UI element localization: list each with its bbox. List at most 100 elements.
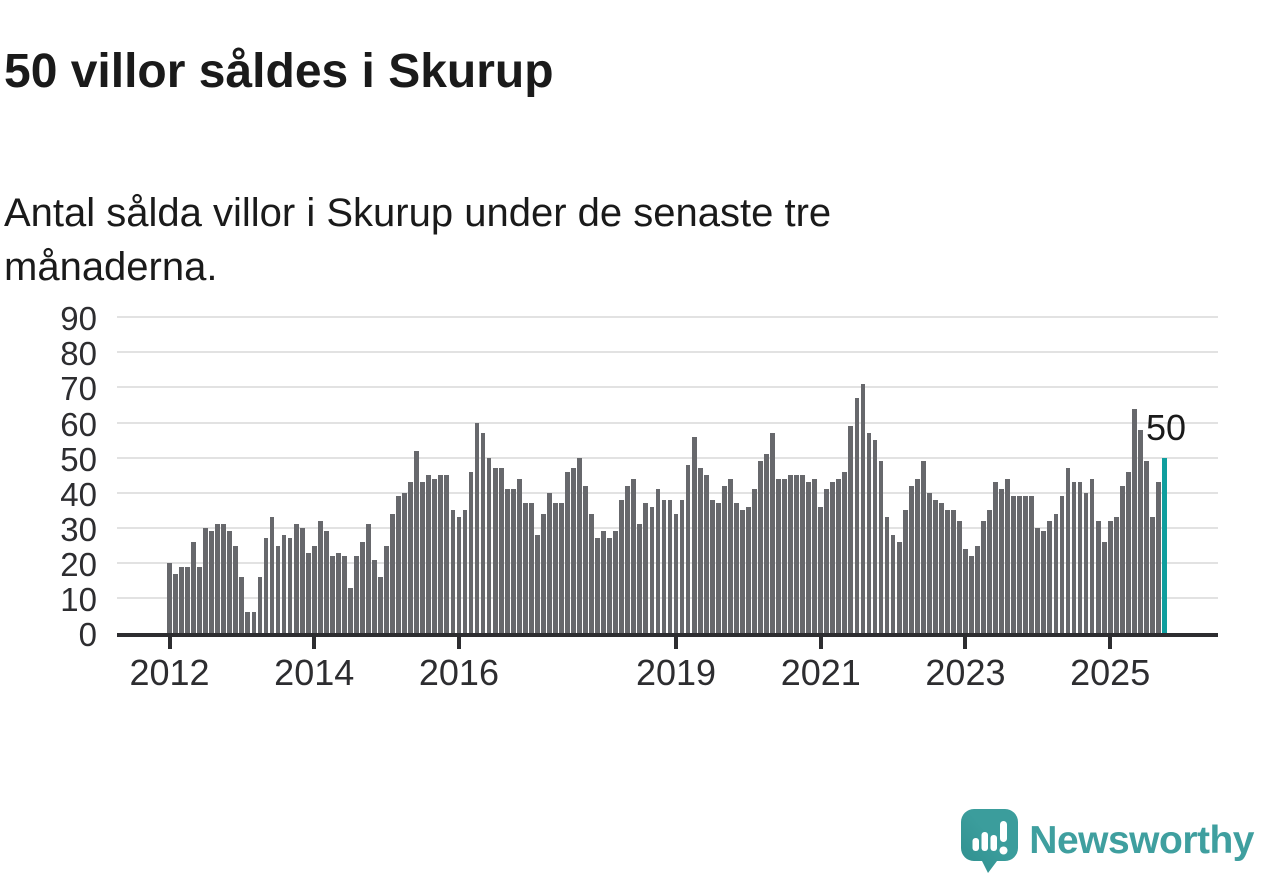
gridline-y80 <box>117 351 1218 354</box>
bar-month-56 <box>504 489 510 634</box>
bar-month-146 <box>1047 520 1053 634</box>
bar-month-150 <box>1071 482 1077 634</box>
bar-month-130 <box>951 510 956 634</box>
x-axis-label-2025: 2025 <box>1070 652 1151 694</box>
bar-month-92 <box>721 485 727 634</box>
bar-month-30 <box>348 587 353 634</box>
bar-month-14 <box>251 612 257 634</box>
bar-month-121 <box>896 541 902 634</box>
bar-month-88 <box>697 468 703 634</box>
bar-month-110 <box>830 482 836 634</box>
bar-month-71 <box>595 538 601 634</box>
bar-month-117 <box>872 440 878 634</box>
chart-subtitle: Antal sålda villor i Skurup under de sen… <box>4 191 832 289</box>
x-axis-label-2014: 2014 <box>274 652 355 694</box>
bar-month-65 <box>559 503 564 634</box>
bar-month-42 <box>420 482 426 634</box>
bar-month-15 <box>257 577 263 634</box>
bar-month-128 <box>938 503 944 634</box>
bar-month-27 <box>329 556 335 634</box>
bar-month-45 <box>438 475 444 634</box>
bar-month-60 <box>528 503 534 634</box>
bar-month-153 <box>1089 478 1095 634</box>
bar-month-53 <box>486 457 492 634</box>
bar-month-28 <box>335 552 341 634</box>
x-tickmark-2016 <box>456 637 461 650</box>
bar-month-39 <box>402 492 408 634</box>
x-axis-label-2012: 2012 <box>129 652 210 694</box>
bar-month-48 <box>456 517 462 634</box>
bar-month-126 <box>926 492 932 634</box>
bar-month-10 <box>227 531 233 634</box>
bar-month-83 <box>667 499 673 634</box>
bar-month-93 <box>727 478 733 634</box>
bar-month-147 <box>1053 513 1059 634</box>
bar-month-59 <box>522 503 528 634</box>
bar-month-58 <box>516 478 522 634</box>
bar-month-94 <box>733 503 739 634</box>
bar-month-4 <box>191 541 197 634</box>
bar-month-79 <box>643 503 649 634</box>
bar-month-118 <box>878 461 884 634</box>
gridline-y50 <box>117 456 1218 459</box>
bar-month-50 <box>468 471 474 634</box>
y-axis-label-0: 0 <box>78 616 97 654</box>
gridline-y60 <box>117 421 1218 424</box>
bar-month-66 <box>565 471 570 634</box>
gridline-y90 <box>117 316 1218 319</box>
bar-month-24 <box>311 545 317 634</box>
brand-name: Newsworthy <box>1029 819 1254 862</box>
bar-month-138 <box>999 489 1005 634</box>
bar-month-112 <box>842 471 848 634</box>
bar-month-3 <box>185 566 190 634</box>
bar-month-64 <box>553 503 558 634</box>
bar-month-85 <box>679 499 685 634</box>
bar-month-102 <box>782 478 787 634</box>
bar-month-6 <box>203 527 209 634</box>
bar-month-72 <box>601 531 607 634</box>
x-tickmark-2014 <box>312 637 317 650</box>
x-tickmark-2023 <box>963 637 968 650</box>
y-axis-label-40: 40 <box>60 475 97 513</box>
last-value-annotation: 50 <box>1146 407 1187 448</box>
x-tickmark-2021 <box>818 637 823 650</box>
bar-month-54 <box>492 468 498 634</box>
y-axis-label-80: 80 <box>60 335 97 373</box>
bar-month-38 <box>396 496 402 634</box>
bar-month-43 <box>426 475 432 634</box>
bar-month-74 <box>613 531 619 634</box>
x-axis-label-2019: 2019 <box>635 652 717 694</box>
bar-month-84 <box>673 513 679 634</box>
y-axis-label-10: 10 <box>60 581 97 619</box>
y-axis-label-90: 90 <box>60 300 97 338</box>
bar-month-155 <box>1101 541 1107 634</box>
bar-month-101 <box>776 478 781 634</box>
bar-month-87 <box>691 436 697 634</box>
bar-month-1 <box>173 573 178 634</box>
bar-month-98 <box>758 461 763 634</box>
bar-month-133 <box>969 556 974 634</box>
bar-month-120 <box>890 534 896 634</box>
bar-month-82 <box>661 499 667 634</box>
bar-month-77 <box>631 478 637 634</box>
gridline-y40 <box>117 491 1218 494</box>
bar-month-21 <box>293 524 299 634</box>
bar-month-73 <box>607 538 613 634</box>
bar-month-125 <box>920 461 926 634</box>
bar-month-75 <box>619 499 625 634</box>
bar-month-44 <box>432 478 438 634</box>
bar-month-91 <box>715 503 721 634</box>
bar-month-5 <box>197 566 203 634</box>
x-tickmark-2025 <box>1108 637 1113 650</box>
bar-month-144 <box>1035 527 1041 634</box>
bar-month-23 <box>305 552 311 634</box>
x-axis-label-2023: 2023 <box>925 652 1006 694</box>
bar-month-108 <box>818 506 824 634</box>
bar-month-142 <box>1023 496 1029 634</box>
bar-month-109 <box>824 489 830 634</box>
bar-month-33 <box>366 524 371 634</box>
bar-month-132 <box>963 549 968 634</box>
bar-month-119 <box>884 517 890 634</box>
bar-month-32 <box>360 541 365 634</box>
x-axis-label-2021: 2021 <box>780 652 861 694</box>
